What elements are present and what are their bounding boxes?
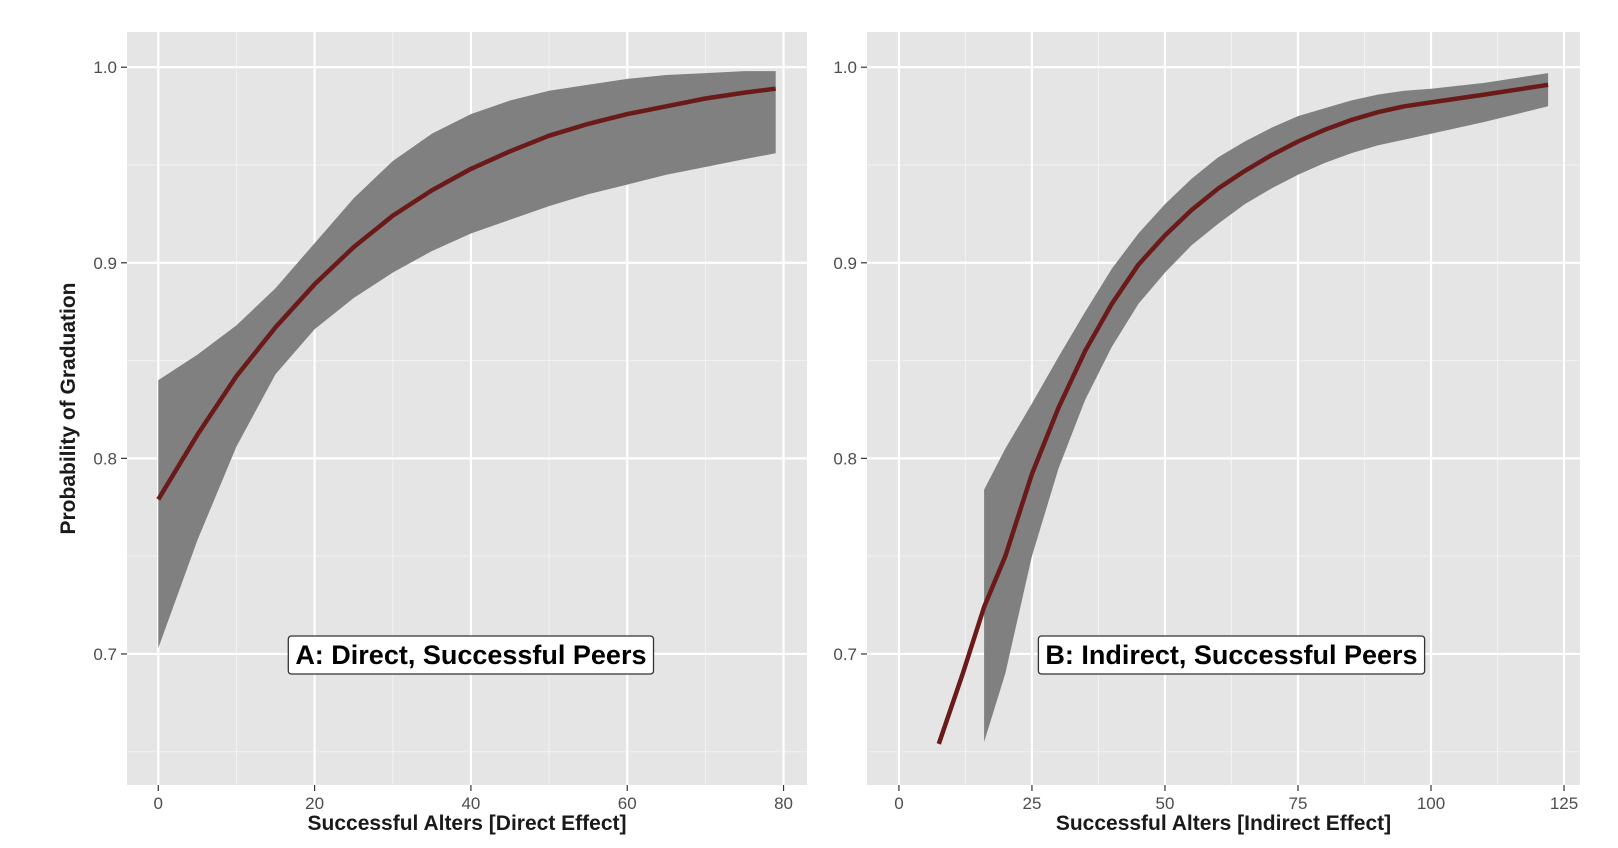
panel-a: 0 20 40 60 80 0.7 0.8 0.9 1.0 Successful Alters […	[57, 32, 807, 835]
y-tick-label: 0.9	[833, 254, 857, 273]
annotation-box	[1037, 635, 1426, 675]
x-axis-title: Successful Alters [Indirect Effect]	[1056, 812, 1391, 835]
x-tick-label: 40	[461, 794, 480, 813]
x-tick-label: 80	[774, 794, 793, 813]
x-tick-label: 125	[1550, 794, 1578, 813]
y-tick-label: 1.0	[93, 58, 117, 77]
fitted-line	[156, 86, 776, 501]
x-tick-label: 25	[1022, 794, 1041, 813]
fitted-line	[936, 82, 1549, 745]
annotation-text: A: Direct, Successful Peers	[295, 640, 646, 670]
y-axis-title: Probability of Graduation	[57, 282, 80, 534]
x-axis-title: Successful Alters [Direct Effect]	[308, 812, 627, 835]
y-tick-label: 0.7	[833, 645, 857, 664]
x-tick-label: 0	[154, 794, 163, 813]
y-tick-label: 0.9	[93, 254, 117, 273]
x-tick-label: 50	[1156, 794, 1175, 813]
annotation-box	[287, 635, 655, 675]
y-tick-label: 0.7	[93, 645, 117, 664]
x-tick-label: 60	[618, 794, 637, 813]
y-tick-label: 0.8	[93, 449, 117, 468]
annotation-label: B: Indirect, Successful Peers	[1037, 635, 1426, 675]
x-tick-label: 20	[305, 794, 324, 813]
y-tick-label: 1.0	[833, 58, 857, 77]
confidence-band	[158, 71, 776, 649]
x-tick-label: 100	[1417, 794, 1445, 813]
x-tick-label: 0	[894, 794, 903, 813]
panel-b: 0 25 50 75 100 125 0.7 0.8 0.9 1.0 Successful Alte…	[833, 32, 1580, 835]
annotation-label: A: Direct, Successful Peers	[287, 635, 655, 675]
x-tick-label: 75	[1289, 794, 1308, 813]
y-tick-label: 0.8	[833, 449, 857, 468]
annotation-text: B: Indirect, Successful Peers	[1045, 640, 1417, 670]
